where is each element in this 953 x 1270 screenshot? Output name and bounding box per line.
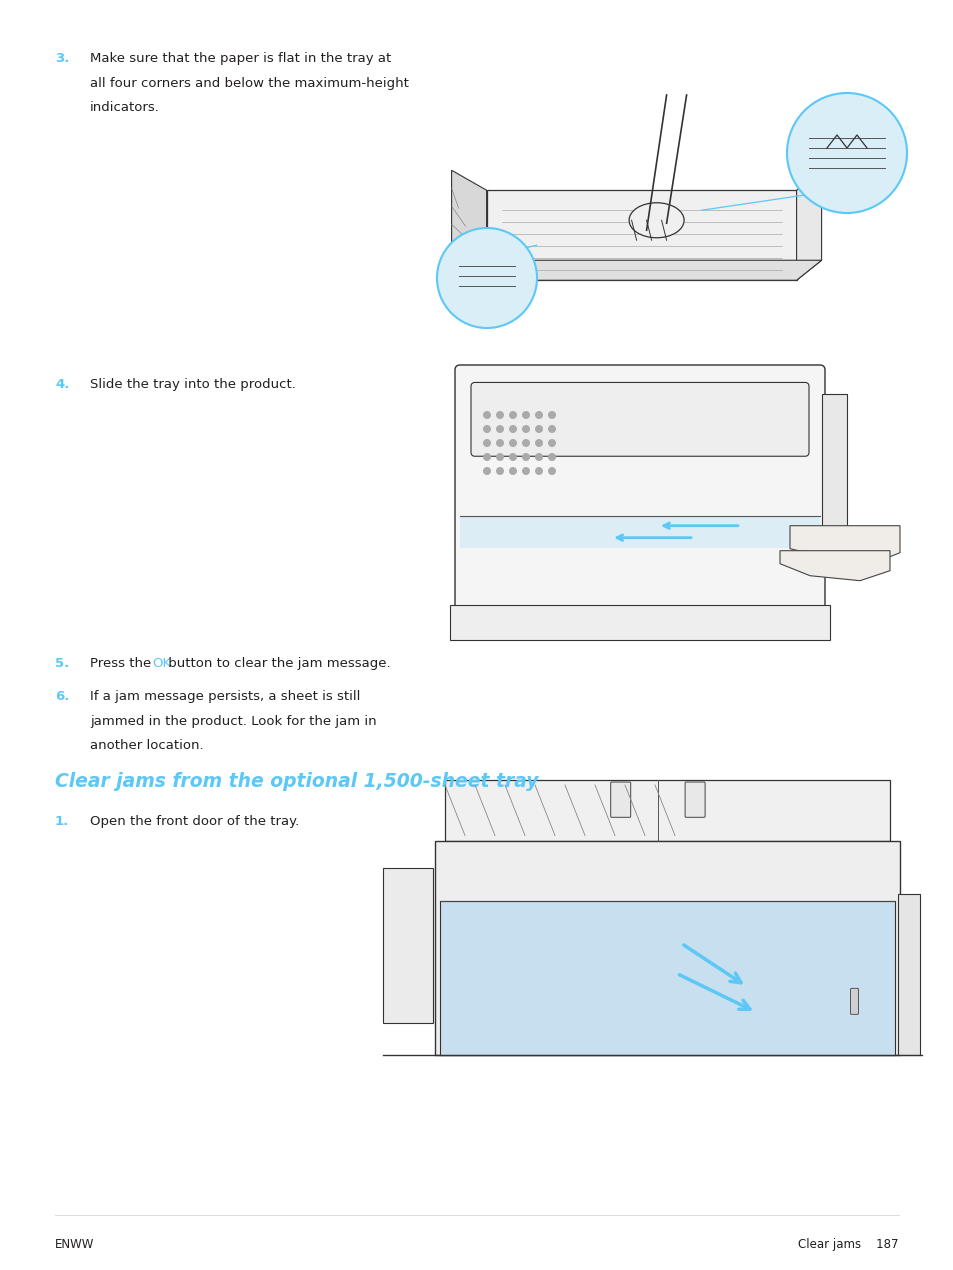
FancyBboxPatch shape (455, 364, 824, 610)
Circle shape (496, 439, 503, 447)
Circle shape (521, 439, 530, 447)
Circle shape (509, 411, 517, 419)
FancyBboxPatch shape (439, 900, 894, 1055)
Circle shape (496, 467, 503, 475)
Circle shape (547, 453, 556, 461)
Circle shape (521, 425, 530, 433)
Text: 6.: 6. (55, 690, 70, 704)
Text: Open the front door of the tray.: Open the front door of the tray. (90, 815, 299, 828)
Circle shape (482, 453, 491, 461)
Circle shape (547, 439, 556, 447)
Text: OK: OK (152, 657, 171, 671)
FancyBboxPatch shape (897, 894, 919, 1055)
Text: 1.: 1. (55, 815, 70, 828)
Text: Slide the tray into the product.: Slide the tray into the product. (90, 378, 295, 391)
FancyBboxPatch shape (435, 841, 899, 1055)
Text: Clear jams    187: Clear jams 187 (798, 1238, 898, 1251)
FancyBboxPatch shape (459, 516, 820, 547)
Circle shape (547, 425, 556, 433)
FancyBboxPatch shape (444, 780, 889, 841)
Circle shape (482, 411, 491, 419)
Polygon shape (796, 170, 821, 281)
Polygon shape (451, 170, 486, 281)
FancyBboxPatch shape (382, 869, 433, 1022)
FancyBboxPatch shape (684, 782, 704, 818)
Polygon shape (780, 551, 889, 580)
Circle shape (535, 425, 542, 433)
Text: Clear jams from the optional 1,500-sheet tray: Clear jams from the optional 1,500-sheet… (55, 772, 537, 791)
Circle shape (509, 425, 517, 433)
Text: If a jam message persists, a sheet is still: If a jam message persists, a sheet is st… (90, 690, 360, 704)
FancyBboxPatch shape (821, 394, 846, 535)
Circle shape (547, 411, 556, 419)
Circle shape (509, 439, 517, 447)
Text: another location.: another location. (90, 739, 203, 752)
Polygon shape (486, 190, 796, 281)
FancyBboxPatch shape (450, 605, 829, 640)
Text: jammed in the product. Look for the jam in: jammed in the product. Look for the jam … (90, 715, 376, 728)
Circle shape (786, 93, 906, 213)
Circle shape (535, 467, 542, 475)
Text: indicators.: indicators. (90, 102, 160, 114)
Text: Press the: Press the (90, 657, 155, 671)
Circle shape (496, 411, 503, 419)
Circle shape (482, 439, 491, 447)
Circle shape (482, 467, 491, 475)
FancyBboxPatch shape (610, 782, 630, 818)
Circle shape (482, 425, 491, 433)
Text: 4.: 4. (55, 378, 70, 391)
Ellipse shape (628, 203, 683, 237)
Polygon shape (789, 526, 899, 560)
Circle shape (436, 229, 537, 328)
Circle shape (535, 411, 542, 419)
Circle shape (509, 467, 517, 475)
Circle shape (521, 411, 530, 419)
Circle shape (509, 453, 517, 461)
Text: ENWW: ENWW (55, 1238, 94, 1251)
Text: Make sure that the paper is flat in the tray at: Make sure that the paper is flat in the … (90, 52, 391, 65)
Circle shape (521, 453, 530, 461)
Circle shape (547, 467, 556, 475)
Text: button to clear the jam message.: button to clear the jam message. (164, 657, 391, 671)
Polygon shape (486, 260, 821, 281)
Circle shape (535, 439, 542, 447)
Circle shape (535, 453, 542, 461)
Circle shape (496, 453, 503, 461)
Text: all four corners and below the maximum-height: all four corners and below the maximum-h… (90, 76, 409, 89)
FancyBboxPatch shape (850, 988, 858, 1015)
Circle shape (496, 425, 503, 433)
Text: 3.: 3. (55, 52, 70, 65)
Circle shape (521, 467, 530, 475)
FancyBboxPatch shape (471, 382, 808, 456)
Text: 5.: 5. (55, 657, 70, 671)
